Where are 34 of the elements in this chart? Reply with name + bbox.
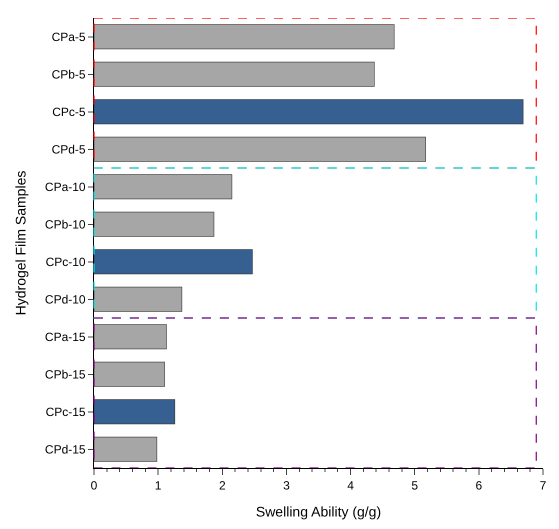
bar <box>94 99 524 124</box>
y-tick-label: CPb-15 <box>44 367 86 382</box>
y-tick-label: CPb-5 <box>52 67 86 82</box>
x-tick-label: 7 <box>540 478 547 492</box>
y-tick-label: CPd-10 <box>44 292 86 306</box>
y-axis-title: Hydrogel Film Samples <box>12 170 29 316</box>
bar <box>94 212 214 237</box>
y-tick-label: CPa-15 <box>44 330 86 344</box>
x-tick-label: 1 <box>154 478 162 492</box>
bar <box>94 324 167 350</box>
bar <box>94 362 165 387</box>
bar <box>94 249 253 274</box>
bar <box>94 136 426 162</box>
y-tick-label: CPc-10 <box>46 254 86 269</box>
x-tick-label: 2 <box>218 478 226 492</box>
y-tick-label: CPd-15 <box>44 442 86 456</box>
bar <box>94 174 232 200</box>
x-tick-label: 3 <box>283 478 290 492</box>
bar <box>94 62 375 87</box>
y-tick-label: CPa-10 <box>44 180 86 194</box>
bar <box>94 286 182 312</box>
y-tick-label: CPd-5 <box>52 142 86 156</box>
y-tick-label: CPc-5 <box>52 104 86 119</box>
bar <box>94 436 158 462</box>
x-tick-label: 6 <box>476 478 483 492</box>
y-tick-label: CPa-5 <box>52 30 86 44</box>
x-axis-title: Swelling Ability (g/g) <box>256 504 382 520</box>
bar <box>94 399 176 424</box>
x-tick-label: 4 <box>347 478 354 492</box>
y-tick-label: CPb-10 <box>44 217 86 232</box>
x-tick-label: 0 <box>90 478 98 492</box>
y-tick-label: CPc-15 <box>46 404 86 419</box>
bar <box>94 24 394 50</box>
x-tick-label: 5 <box>411 478 418 492</box>
